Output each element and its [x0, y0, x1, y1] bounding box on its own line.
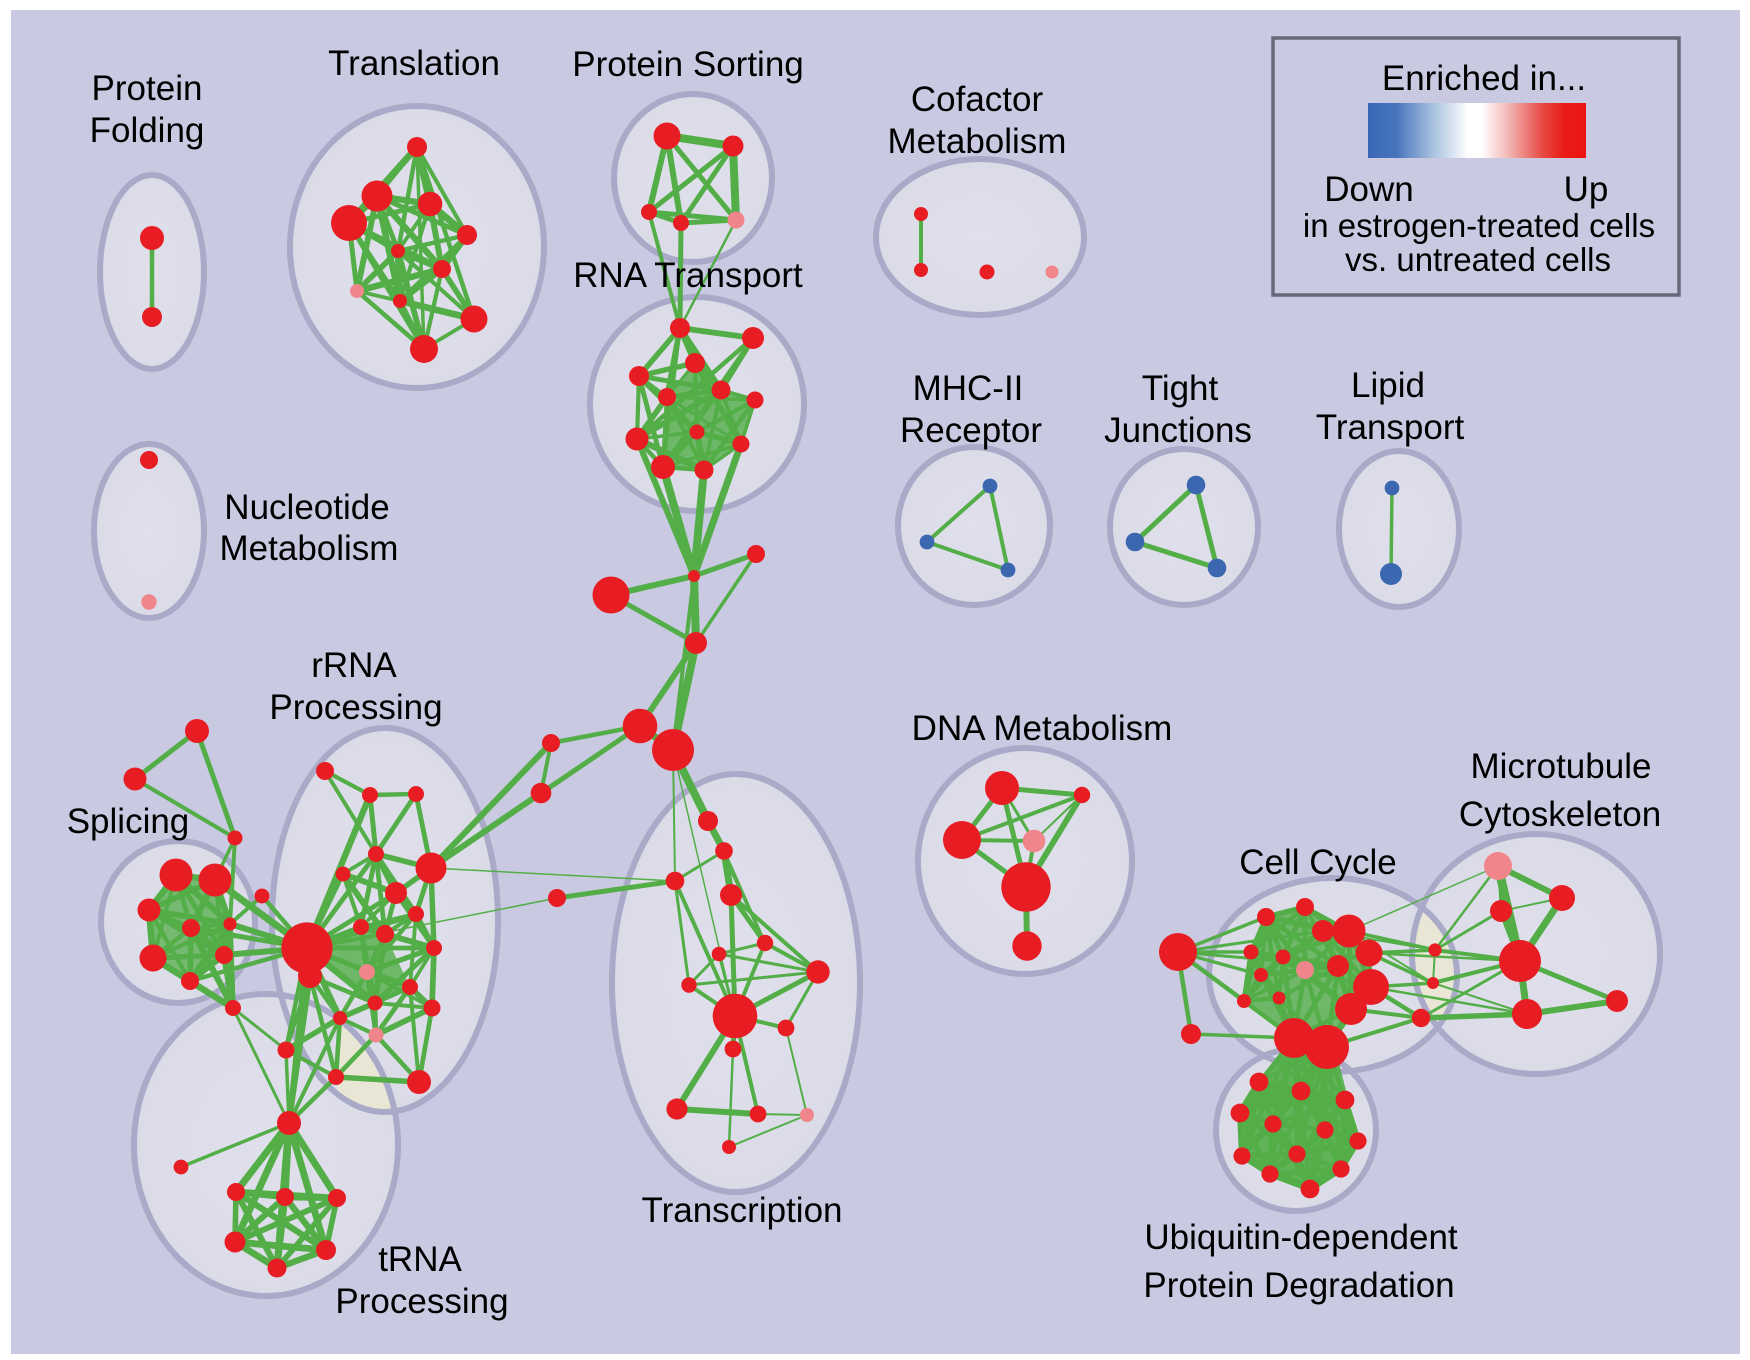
svg-text:Processing: Processing	[335, 1282, 508, 1321]
svg-text:Nucleotide: Nucleotide	[224, 488, 389, 527]
svg-text:Transport: Transport	[1316, 408, 1465, 447]
svg-text:Cytoskeleton: Cytoskeleton	[1459, 795, 1661, 834]
svg-text:in estrogen-treated cells: in estrogen-treated cells	[1303, 207, 1655, 244]
svg-text:Enriched in...: Enriched in...	[1382, 59, 1586, 98]
svg-text:rRNA: rRNA	[311, 646, 397, 685]
svg-text:DNA Metabolism: DNA Metabolism	[912, 709, 1173, 748]
svg-text:MHC-II: MHC-II	[913, 369, 1024, 408]
svg-text:RNA Transport: RNA Transport	[573, 256, 803, 295]
svg-text:Translation: Translation	[328, 44, 500, 83]
svg-text:Protein Degradation: Protein Degradation	[1143, 1266, 1454, 1305]
svg-text:tRNA: tRNA	[378, 1240, 462, 1279]
svg-text:Receptor: Receptor	[900, 411, 1042, 450]
svg-text:Junctions: Junctions	[1104, 411, 1252, 450]
svg-text:Processing: Processing	[269, 688, 442, 727]
svg-text:Metabolism: Metabolism	[220, 529, 399, 568]
svg-text:Lipid: Lipid	[1351, 366, 1425, 405]
svg-text:Protein: Protein	[92, 69, 203, 108]
svg-text:Cofactor: Cofactor	[911, 80, 1044, 119]
svg-text:Splicing: Splicing	[67, 802, 190, 841]
svg-text:Tight: Tight	[1142, 369, 1219, 408]
svg-text:Ubiquitin-dependent: Ubiquitin-dependent	[1144, 1218, 1458, 1257]
svg-text:vs. untreated cells: vs. untreated cells	[1345, 241, 1611, 278]
svg-text:Microtubule: Microtubule	[1471, 747, 1652, 786]
svg-text:Transcription: Transcription	[642, 1191, 843, 1230]
svg-text:Protein Sorting: Protein Sorting	[572, 45, 804, 84]
svg-text:Up: Up	[1564, 170, 1609, 209]
svg-text:Metabolism: Metabolism	[888, 122, 1067, 161]
svg-text:Cell Cycle: Cell Cycle	[1239, 843, 1397, 882]
svg-text:Folding: Folding	[90, 111, 205, 150]
svg-text:Down: Down	[1324, 170, 1413, 209]
